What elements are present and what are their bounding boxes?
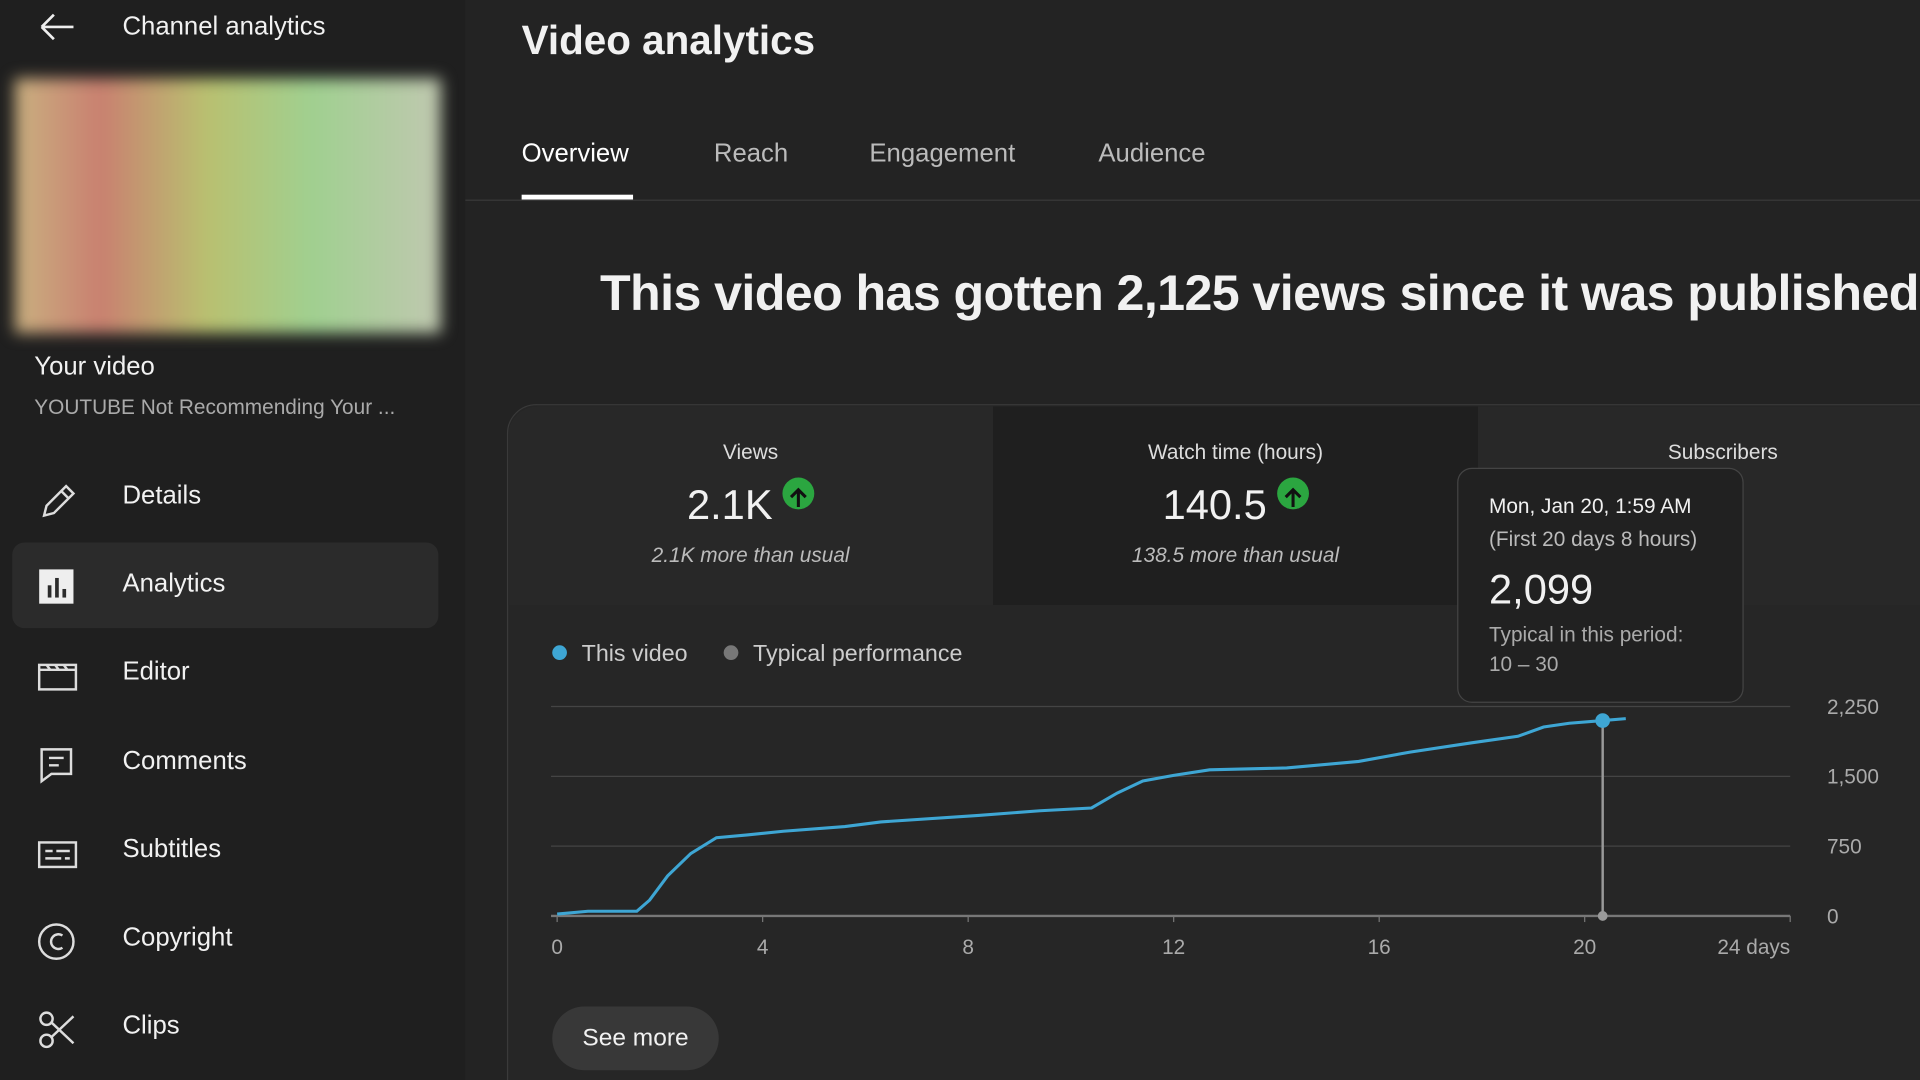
x-tick-label: 8 xyxy=(962,936,974,959)
nav-item[interactable]: Analytics xyxy=(12,542,439,629)
nav-icon xyxy=(37,664,78,692)
nav-item[interactable]: Details xyxy=(12,454,438,540)
legend-label: This video xyxy=(582,640,688,666)
hover-base xyxy=(1597,911,1608,921)
tab[interactable]: Engagement xyxy=(869,139,1016,168)
metric-card[interactable]: Views 2.1K 2.1K more than usual xyxy=(508,406,994,605)
tab-indicator xyxy=(521,194,634,200)
nav-icon xyxy=(39,569,74,604)
nav-icon xyxy=(37,840,78,868)
series-line xyxy=(557,717,1626,916)
tooltip: Mon, Jan 20, 1:59 AM (First 20 days 8 ho… xyxy=(1457,467,1744,703)
metric-label: Subscribers xyxy=(1667,440,1778,465)
tooltip-value: 2,099 xyxy=(1488,566,1594,614)
video-title: YOUTUBE Not Recommending Your ... xyxy=(34,395,396,419)
see-more-button[interactable]: See more xyxy=(552,1006,719,1071)
legend-swatch xyxy=(552,645,567,661)
trend-up-icon xyxy=(782,477,815,510)
nav-icon xyxy=(40,747,73,784)
nav-icon xyxy=(42,484,76,518)
nav-icon xyxy=(37,923,75,961)
metric-number: 140.5 xyxy=(1162,482,1267,529)
nav-item[interactable]: Subtitles xyxy=(12,808,438,894)
metric-label: Views xyxy=(723,440,779,465)
legend-swatch xyxy=(723,645,739,661)
nav-label: Subtitles xyxy=(122,834,222,864)
trend-up-icon xyxy=(1276,477,1309,510)
nav-item[interactable]: Comments xyxy=(12,720,438,806)
nav-item[interactable]: Editor xyxy=(12,631,438,717)
page-title: Video analytics xyxy=(521,17,816,63)
metric-value: 2.1K xyxy=(508,477,993,531)
nav-label: Analytics xyxy=(122,569,226,598)
tooltip-date: Mon, Jan 20, 1:59 AM xyxy=(1488,494,1692,518)
sidebar: Channel analytics Your video YOUTUBE Not… xyxy=(0,0,466,1080)
x-tick-label: 24 days xyxy=(1717,936,1790,959)
legend-label: Typical performance xyxy=(753,640,962,666)
nav-label: Editor xyxy=(122,658,190,687)
y-tick-label: 750 xyxy=(1827,835,1862,858)
y-tick-label: 0 xyxy=(1827,905,1839,928)
x-tick-label: 12 xyxy=(1162,936,1185,959)
tooltip-period: (First 20 days 8 hours) xyxy=(1488,527,1698,552)
y-tick-label: 1,500 xyxy=(1827,766,1879,789)
metric-label: Watch time (hours) xyxy=(1147,440,1324,465)
divider xyxy=(465,199,1920,201)
metric-note: 2.1K more than usual xyxy=(651,543,850,567)
tooltip-typical-label: Typical in this period: xyxy=(1488,623,1684,647)
nav-icon xyxy=(39,1011,75,1049)
nav-label: Comments xyxy=(122,746,247,775)
tab[interactable]: Reach xyxy=(713,139,789,168)
nav-label: Clips xyxy=(122,1011,180,1040)
back-title[interactable]: Channel analytics xyxy=(122,12,326,41)
video-label: Your video xyxy=(34,352,155,381)
hover-point xyxy=(1595,713,1611,728)
tab[interactable]: Audience xyxy=(1098,139,1206,168)
x-tick-label: 16 xyxy=(1368,936,1391,959)
video-thumbnail[interactable] xyxy=(14,78,441,334)
metric-value: 140.5 xyxy=(993,477,1478,531)
back-button[interactable] xyxy=(37,10,79,44)
nav-label: Copyright xyxy=(122,923,233,952)
x-tick-label: 4 xyxy=(757,936,769,959)
metric-card[interactable]: Watch time (hours) 140.5 138.5 more than u… xyxy=(993,406,1478,605)
nav-item[interactable]: Clips xyxy=(12,985,438,1071)
headline: This video has gotten 2,125 views since … xyxy=(600,264,1919,321)
metric-number: 2.1K xyxy=(686,482,773,529)
x-tick-label: 20 xyxy=(1573,936,1596,959)
metric-note: 138.5 more than usual xyxy=(1131,543,1340,567)
tooltip-typical-range: 10 – 30 xyxy=(1488,652,1559,676)
nav-item[interactable]: Copyright xyxy=(12,896,438,982)
tab[interactable]: Overview xyxy=(521,139,629,168)
nav-label: Details xyxy=(122,481,202,510)
x-tick-label: 0 xyxy=(551,936,563,959)
y-tick-label: 2,250 xyxy=(1827,696,1879,719)
